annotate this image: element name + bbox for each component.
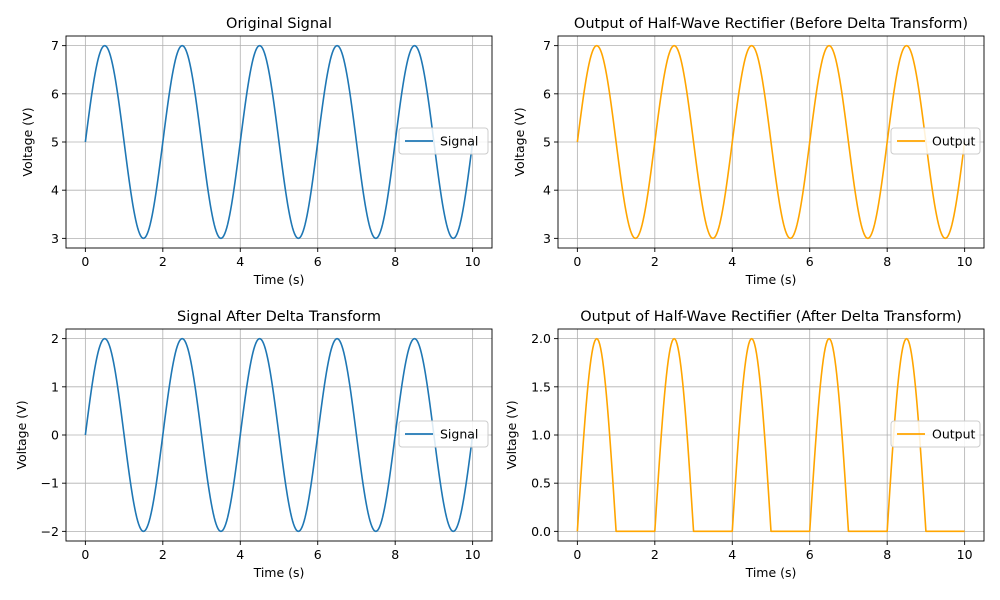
x-axis-label: Time (s) (745, 565, 797, 580)
y-axis-label: Voltage (V) (14, 400, 29, 469)
chart-panel-2: 0 2 4 6 8 10 3 4 5 6 7 Output of Half-Wave Rectifie… (512, 16, 985, 287)
x-tick-label: 2 (651, 547, 659, 562)
legend: Signal (398, 127, 489, 155)
y-tick-label: 5 (51, 135, 59, 150)
x-axis-label: Time (s) (745, 272, 797, 287)
legend-label: Output (932, 427, 976, 442)
y-tick-label: 3 (51, 231, 59, 246)
y-axis-label: Voltage (V) (504, 400, 519, 469)
y-tick-label: 0.5 (531, 476, 551, 491)
y-tick-label: 2 (51, 331, 59, 346)
legend: Output (890, 127, 981, 155)
legend-label: Signal (440, 427, 478, 442)
y-tick-label: −2 (41, 524, 59, 539)
chart-title: Output of Half-Wave Rectifier (After Del… (580, 309, 962, 325)
legend-label: Signal (440, 134, 478, 149)
x-tick-label: 10 (465, 547, 481, 562)
y-tick-label: 7 (543, 38, 551, 53)
series-line-signal (84, 44, 474, 240)
x-tick-label: 4 (728, 254, 736, 269)
chart-panel-3: 0 2 4 6 8 10 −2 −1 0 1 2 Signal After Delta Transfo… (14, 309, 493, 580)
x-tick-label: 0 (573, 547, 581, 562)
legend-box (890, 420, 981, 448)
chart-title: Signal After Delta Transform (177, 309, 381, 325)
x-tick-label: 0 (81, 547, 89, 562)
chart-title: Output of Half-Wave Rectifier (Before De… (574, 16, 968, 32)
x-tick-label: 4 (236, 254, 244, 269)
x-axis-label: Time (s) (253, 565, 305, 580)
x-tick-label: 10 (957, 547, 973, 562)
legend: Output (890, 420, 981, 448)
legend-box (890, 127, 981, 155)
legend-box (398, 127, 489, 155)
legend-box (398, 420, 489, 448)
x-tick-label: 6 (806, 254, 814, 269)
y-tick-label: 0 (51, 428, 59, 443)
y-tick-label: 0.0 (531, 524, 551, 539)
legend-label: Output (932, 134, 976, 149)
y-tick-label: 1 (51, 379, 59, 394)
x-tick-label: 0 (573, 254, 581, 269)
y-tick-label: 6 (543, 86, 551, 101)
y-tick-label: 7 (51, 38, 59, 53)
y-tick-label: 6 (51, 86, 59, 101)
x-tick-label: 4 (728, 547, 736, 562)
x-tick-label: 6 (314, 547, 322, 562)
x-axis-label: Time (s) (253, 272, 305, 287)
x-tick-label: 6 (806, 547, 814, 562)
x-tick-label: 2 (159, 254, 167, 269)
x-tick-label: 2 (651, 254, 659, 269)
series-line-output (576, 44, 966, 240)
x-tick-label: 2 (159, 547, 167, 562)
y-tick-label: 4 (543, 183, 551, 198)
chart-panel-1: 0 2 4 6 8 10 3 4 5 6 7 Original Signal Time (s) Volta… (20, 16, 493, 287)
chart-title: Original Signal (226, 16, 332, 32)
x-tick-label: 8 (391, 254, 399, 269)
series-line-signal (84, 337, 474, 533)
y-tick-label: 4 (51, 183, 59, 198)
x-tick-label: 10 (465, 254, 481, 269)
x-tick-label: 8 (391, 547, 399, 562)
chart-panel-4: 0 2 4 6 8 10 0.0 0.5 1.0 1.5 2.0 Output of Half-Wav… (504, 309, 985, 580)
x-tick-label: 0 (81, 254, 89, 269)
y-axis-label: Voltage (V) (512, 107, 527, 176)
series-line-output (576, 337, 965, 533)
y-tick-label: 3 (543, 231, 551, 246)
x-tick-label: 10 (957, 254, 973, 269)
y-tick-label: 2.0 (531, 331, 551, 346)
x-tick-label: 8 (883, 547, 891, 562)
x-tick-label: 4 (236, 547, 244, 562)
x-tick-label: 8 (883, 254, 891, 269)
x-tick-label: 6 (314, 254, 322, 269)
legend: Signal (398, 420, 489, 448)
y-tick-label: 1.0 (531, 428, 551, 443)
y-tick-label: 1.5 (531, 379, 551, 394)
y-tick-label: 5 (543, 135, 551, 150)
y-axis-label: Voltage (V) (20, 107, 35, 176)
y-tick-label: −1 (41, 476, 59, 491)
